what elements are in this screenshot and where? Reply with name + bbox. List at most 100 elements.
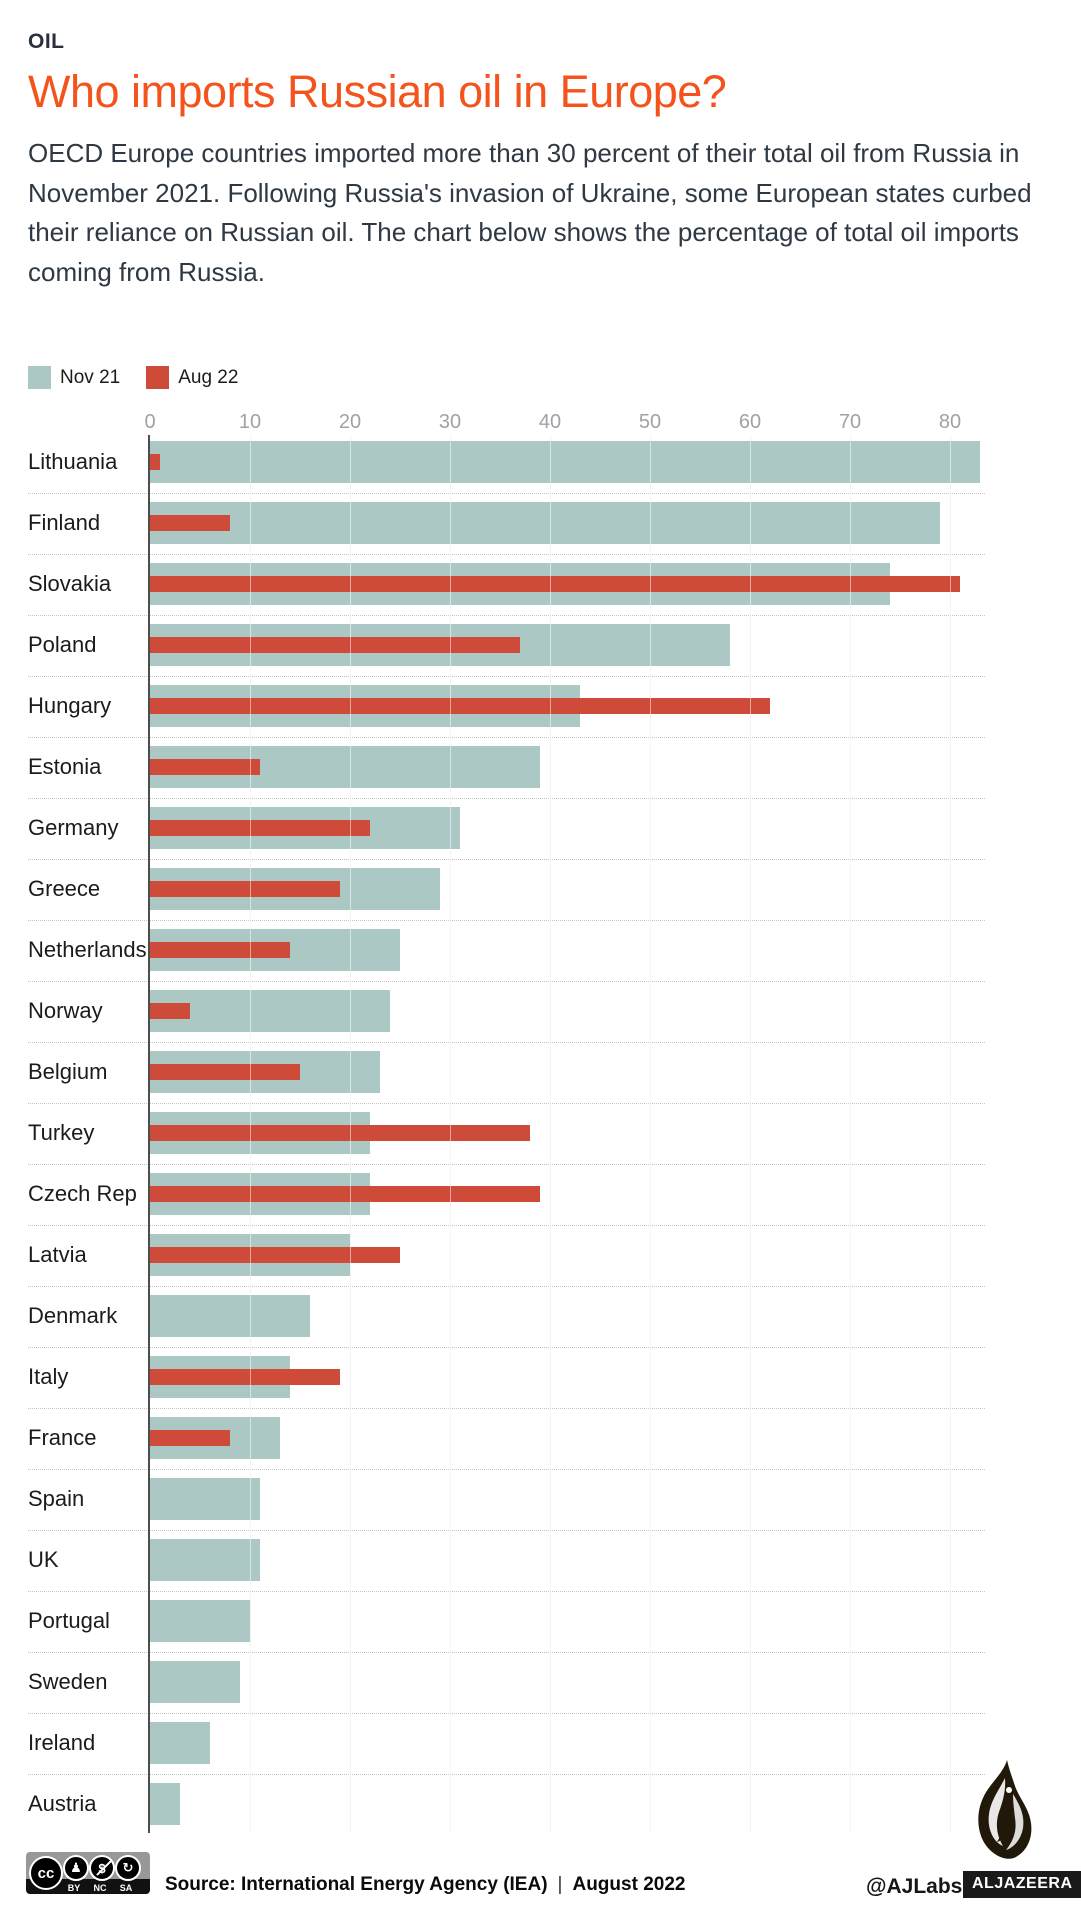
bar-aug22 <box>150 515 230 531</box>
kicker: OIL <box>28 30 65 53</box>
x-axis-tick-label: 40 <box>538 411 562 433</box>
row-separator <box>28 1408 985 1409</box>
source-text: Source: International Energy Agency (IEA… <box>165 1874 548 1895</box>
bar-aug22 <box>150 1430 230 1446</box>
row-separator <box>28 676 985 677</box>
x-axis-tick-label: 20 <box>338 411 362 433</box>
country-label: Spain <box>28 1486 85 1511</box>
bar-nov21 <box>150 1295 310 1337</box>
row-separator <box>28 1103 985 1104</box>
cc-icon: cc <box>29 1856 63 1890</box>
bar-nov21 <box>150 1478 260 1520</box>
row-separator <box>28 981 985 982</box>
row-separator <box>28 1042 985 1043</box>
bar-aug22 <box>150 881 340 897</box>
x-axis-tick-label: 30 <box>438 411 462 433</box>
cc-sa-label: SA <box>119 1883 133 1893</box>
legend-item-aug22: Aug 22 <box>146 366 238 389</box>
bar-nov21 <box>150 1783 180 1825</box>
bar-aug22 <box>150 1369 340 1385</box>
bar-nov21 <box>150 1661 240 1703</box>
country-label: Germany <box>28 815 119 840</box>
country-label: Norway <box>28 998 103 1023</box>
cc-nc-icon: $ <box>89 1855 115 1881</box>
bar-aug22 <box>150 1064 300 1080</box>
aljazeera-wordmark: ALJAZEERA <box>963 1871 1081 1898</box>
gridline-overlay <box>850 435 851 1833</box>
page-title: Who imports Russian oil in Europe? <box>28 66 727 117</box>
cc-by-label: BY <box>67 1883 81 1893</box>
country-label: Latvia <box>28 1242 87 1267</box>
y-axis-line <box>148 435 150 1833</box>
country-label: UK <box>28 1547 59 1572</box>
country-label: Denmark <box>28 1303 118 1328</box>
gridline-overlay <box>950 435 951 1833</box>
bar-nov21 <box>150 502 940 544</box>
country-label: Estonia <box>28 754 102 779</box>
country-label: Turkey <box>28 1120 95 1145</box>
country-label: Greece <box>28 876 101 901</box>
bar-aug22 <box>150 1247 400 1263</box>
row-separator <box>28 1530 985 1531</box>
bar-aug22 <box>150 576 960 592</box>
country-label: France <box>28 1425 97 1450</box>
country-label: Czech Rep <box>28 1181 137 1206</box>
bar-nov21 <box>150 441 980 483</box>
country-label: Lithuania <box>28 449 118 474</box>
country-label: Austria <box>28 1791 97 1816</box>
nov21-swatch <box>28 366 51 389</box>
cc-license-badge: cc ♟ $ ↻ BY NC SA <box>26 1852 150 1894</box>
gridline-overlay <box>650 435 651 1833</box>
gridline-overlay <box>750 435 751 1833</box>
country-label: Italy <box>28 1364 69 1389</box>
aljazeera-flame-logo-icon <box>978 1760 1032 1859</box>
row-separator <box>28 554 985 555</box>
bar-nov21 <box>150 1722 210 1764</box>
row-separator <box>28 1652 985 1653</box>
bar-aug22 <box>150 698 770 714</box>
gridline-overlay <box>450 435 451 1833</box>
source-attribution: Source: International Energy Agency (IEA… <box>165 1874 685 1896</box>
row-separator <box>28 615 985 616</box>
legend-item-nov21: Nov 21 <box>28 366 120 389</box>
legend-label: Nov 21 <box>60 366 121 388</box>
country-label: Portugal <box>28 1608 110 1633</box>
x-axis-tick-label: 60 <box>738 411 762 433</box>
gridline-overlay <box>550 435 551 1833</box>
bar-aug22 <box>150 1186 540 1202</box>
row-separator <box>28 1591 985 1592</box>
bar-aug22 <box>150 942 290 958</box>
row-separator <box>28 493 985 494</box>
row-separator <box>28 1774 985 1775</box>
country-label: Slovakia <box>28 571 112 596</box>
row-separator <box>28 920 985 921</box>
intro-paragraph: OECD Europe countries imported more than… <box>28 138 1032 287</box>
cc-sa-icon: ↻ <box>115 1855 141 1881</box>
row-separator <box>28 1164 985 1165</box>
x-axis-tick-label: 50 <box>638 411 662 433</box>
bar-aug22 <box>150 1125 530 1141</box>
row-separator <box>28 1469 985 1470</box>
chart-legend: Nov 21 Aug 22 <box>28 366 238 389</box>
bar-nov21 <box>150 1600 250 1642</box>
row-separator <box>28 859 985 860</box>
x-axis-tick-label: 0 <box>144 411 156 433</box>
x-axis-tick-label: 70 <box>838 411 862 433</box>
row-separator <box>28 1286 985 1287</box>
ajlabs-handle: @AJLabs <box>866 1875 963 1898</box>
cc-by-icon: ♟ <box>63 1855 89 1881</box>
gridline-overlay <box>250 435 251 1833</box>
row-separator <box>28 737 985 738</box>
bar-aug22 <box>150 759 260 775</box>
bar-nov21 <box>150 1539 260 1581</box>
bar-aug22 <box>150 820 370 836</box>
row-separator <box>28 798 985 799</box>
cc-nc-label: NC <box>93 1883 107 1893</box>
x-axis-tick-label: 80 <box>938 411 962 433</box>
gridline-overlay <box>350 435 351 1833</box>
bar-aug22 <box>150 454 160 470</box>
row-separator <box>28 1713 985 1714</box>
country-label: Sweden <box>28 1669 108 1694</box>
country-label: Hungary <box>28 693 112 718</box>
